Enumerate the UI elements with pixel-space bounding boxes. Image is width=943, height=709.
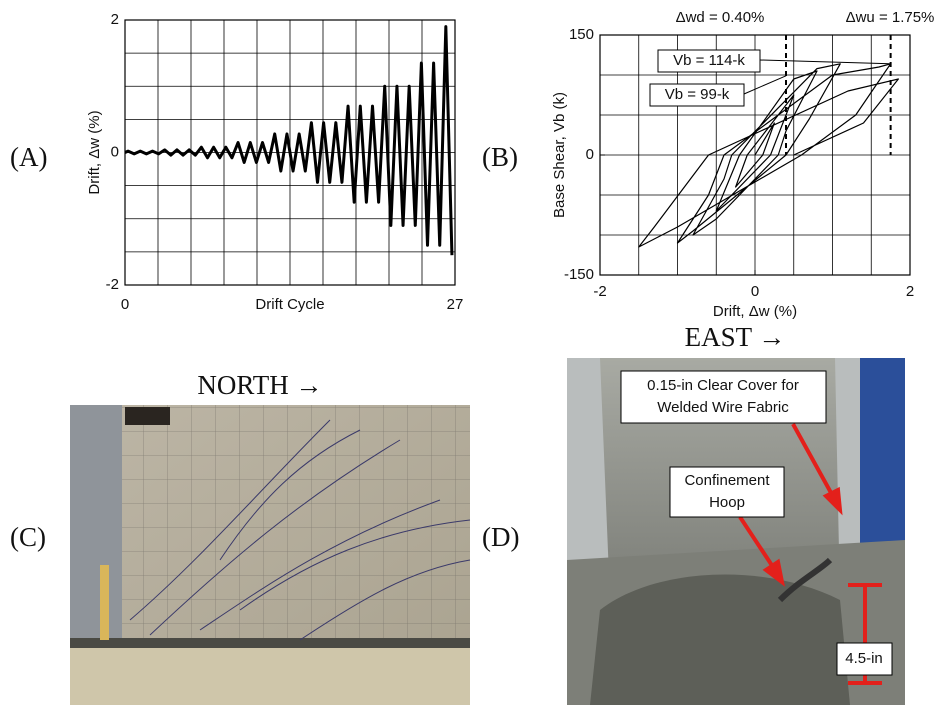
y-tick-label: 2 bbox=[111, 11, 119, 28]
photo-d-callouts: 0.15-in Clear Cover for Welded Wire Fabr… bbox=[620, 370, 893, 676]
y-tick-label: -150 bbox=[564, 266, 594, 283]
callout-box bbox=[657, 49, 761, 73]
arrows bbox=[738, 423, 882, 685]
x-tick-label: 0 bbox=[121, 296, 129, 313]
y-tick-label: 0 bbox=[586, 146, 594, 163]
callout-text: 4.5-in bbox=[845, 650, 883, 667]
callout-text: Welded Wire Fabric bbox=[657, 399, 789, 416]
leader bbox=[759, 59, 891, 65]
y-tick-label: 0 bbox=[111, 143, 119, 160]
callout-text: Vb = 114-k bbox=[673, 52, 745, 69]
x-axis-label: Drift Cycle bbox=[255, 296, 324, 313]
annotation: Δwd = 0.40% bbox=[676, 9, 765, 26]
callout-text: 0.15-in Clear Cover for bbox=[647, 377, 799, 394]
y-tick-label: -2 bbox=[106, 276, 119, 293]
leader bbox=[743, 75, 787, 95]
annotation: Δwu = 1.75% bbox=[846, 9, 935, 26]
x-axis-label: Drift, Δw (%) bbox=[713, 303, 797, 320]
y-axis-label: Drift, Δw (%) bbox=[86, 110, 103, 194]
callout-text: Hoop bbox=[709, 494, 745, 511]
x-tick-label: 27 bbox=[447, 296, 464, 313]
data-line bbox=[638, 63, 899, 248]
photo-c bbox=[70, 405, 471, 705]
y-tick-label: 150 bbox=[569, 26, 594, 43]
callout-text: Vb = 99-k bbox=[665, 86, 730, 103]
x-tick-label: -2 bbox=[593, 283, 606, 300]
photo-heading: NORTH → bbox=[197, 370, 322, 400]
photo-d bbox=[567, 358, 905, 705]
photo-heading: EAST → bbox=[685, 322, 786, 352]
panel-label: (B) bbox=[482, 142, 518, 172]
callout-text: Confinement bbox=[684, 472, 770, 489]
y-axis-label: Base Shear, Vb (k) bbox=[551, 92, 568, 218]
x-tick-label: 0 bbox=[751, 283, 759, 300]
x-tick-label: 2 bbox=[906, 283, 914, 300]
panel-label: (D) bbox=[482, 522, 519, 552]
panel-label: (C) bbox=[10, 522, 46, 552]
callout-box bbox=[649, 83, 745, 107]
data-line bbox=[124, 25, 454, 256]
panel-label: (A) bbox=[10, 142, 47, 172]
